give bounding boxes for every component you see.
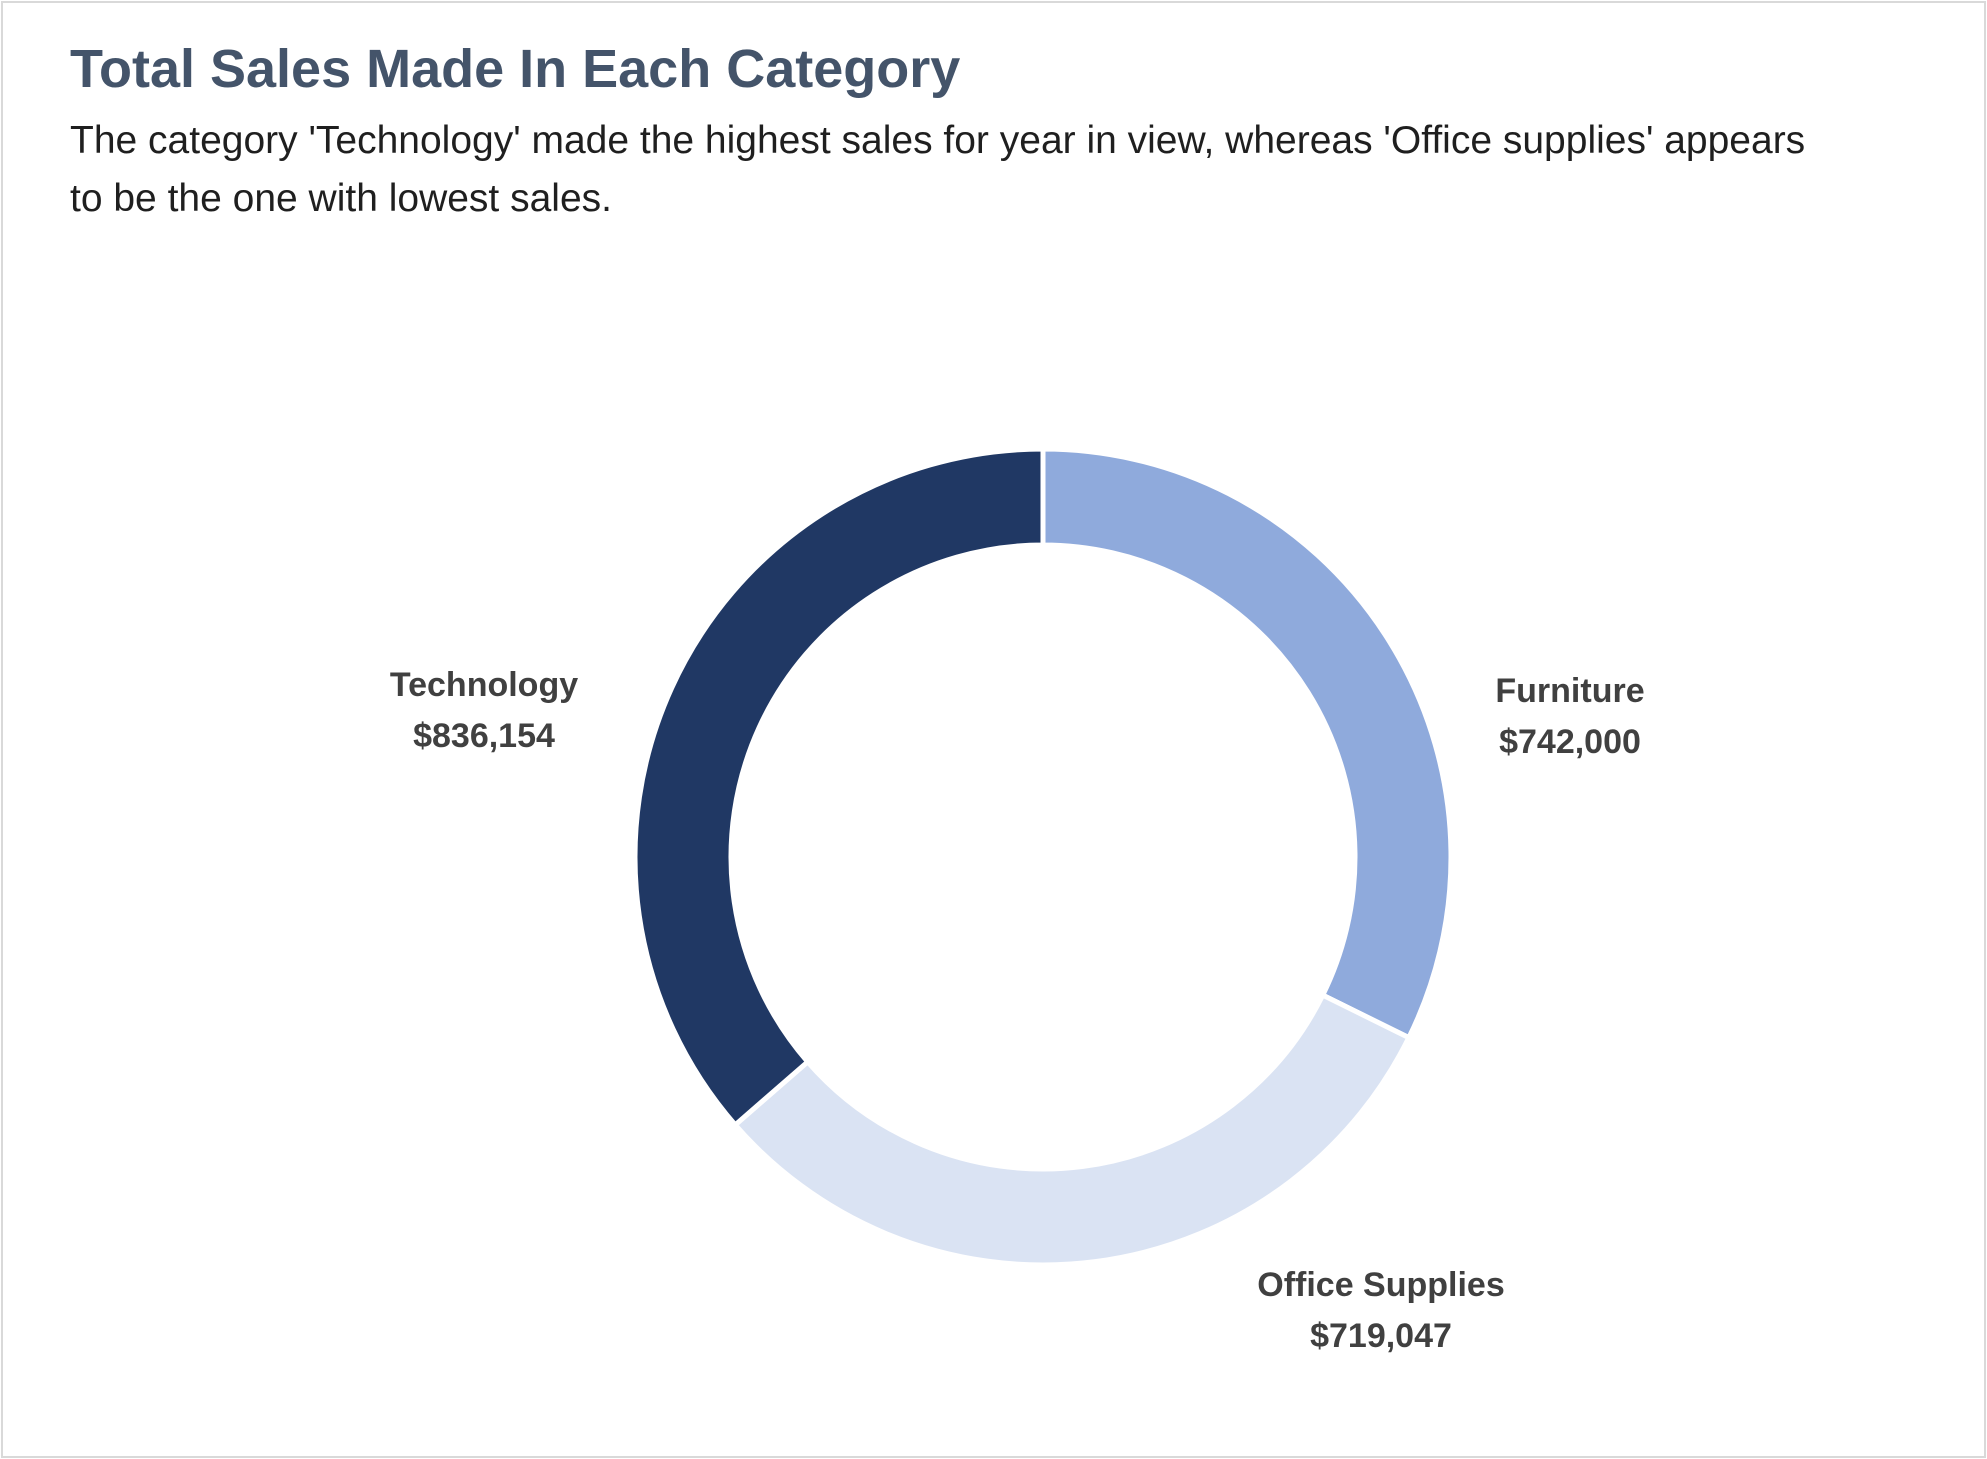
chart-title: Total Sales Made In Each Category xyxy=(70,39,961,99)
slice-category-label: Technology xyxy=(390,666,578,704)
donut-slices xyxy=(632,446,1454,1268)
slice-value-label: $719,047 xyxy=(1310,1317,1452,1355)
chart-subtitle: The category 'Technology' made the highe… xyxy=(70,119,1806,220)
slice-furniture xyxy=(1040,446,1454,1041)
slice-technology xyxy=(632,446,1046,1128)
slice-value-label: $836,154 xyxy=(413,717,555,755)
slice-labels: Furniture $742,000 Office Supplies $719,047… xyxy=(390,666,1645,1355)
slice-category-label: Office Supplies xyxy=(1257,1266,1505,1304)
slice-category-label: Furniture xyxy=(1495,672,1644,710)
slice-office-supplies xyxy=(732,992,1412,1268)
slice-value-label: $742,000 xyxy=(1499,723,1641,761)
